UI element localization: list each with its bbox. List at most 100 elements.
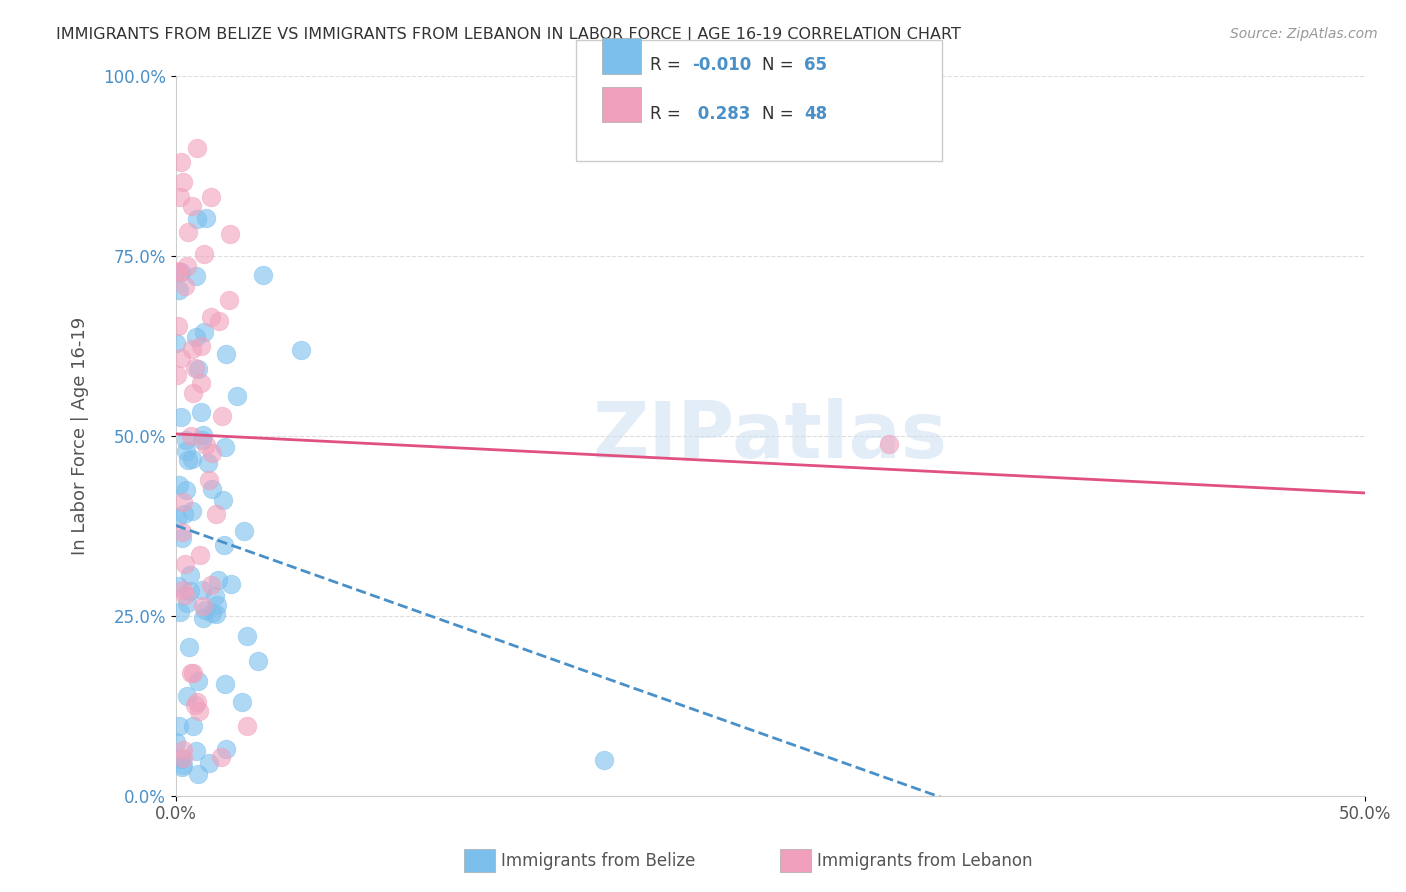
Point <box>167 264 190 278</box>
Point <box>169 190 191 204</box>
Point <box>174 483 197 497</box>
Point <box>205 607 228 621</box>
Point <box>215 741 238 756</box>
Point <box>173 588 195 602</box>
Point <box>194 211 217 225</box>
Point <box>166 264 188 278</box>
Point <box>193 326 215 340</box>
Point <box>205 507 228 521</box>
Point <box>214 440 236 454</box>
Text: Immigrants from Lebanon: Immigrants from Lebanon <box>817 852 1032 870</box>
Point <box>215 347 238 361</box>
Point <box>187 674 209 689</box>
Point <box>214 677 236 691</box>
Point <box>172 582 194 597</box>
Point <box>190 405 212 419</box>
Point <box>179 640 201 655</box>
Point <box>166 368 188 382</box>
Point <box>190 339 212 353</box>
Point <box>170 351 193 365</box>
Point <box>193 611 215 625</box>
Point <box>207 573 229 587</box>
Point <box>193 247 215 261</box>
Point <box>186 744 208 758</box>
Point <box>174 557 197 571</box>
Point <box>236 719 259 733</box>
Point <box>167 718 190 732</box>
Point <box>201 606 224 620</box>
Text: ZIPatlas: ZIPatlas <box>593 398 948 474</box>
Point <box>193 603 215 617</box>
Point <box>197 456 219 470</box>
Point <box>181 504 204 518</box>
Point <box>181 665 204 680</box>
Point <box>186 695 208 709</box>
Point <box>208 313 231 327</box>
Point <box>180 665 202 680</box>
Point <box>167 580 190 594</box>
Text: 48: 48 <box>804 105 827 123</box>
Point <box>221 577 243 591</box>
Text: Immigrants from Belize: Immigrants from Belize <box>501 852 695 870</box>
Text: R =: R = <box>650 105 686 123</box>
Point <box>174 433 197 447</box>
Text: IMMIGRANTS FROM BELIZE VS IMMIGRANTS FROM LEBANON IN LABOR FORCE | AGE 16-19 COR: IMMIGRANTS FROM BELIZE VS IMMIGRANTS FRO… <box>56 27 962 43</box>
Point <box>174 444 197 458</box>
Point <box>201 446 224 460</box>
Point <box>181 386 204 401</box>
Point <box>169 155 191 169</box>
Text: 0.283: 0.283 <box>692 105 751 123</box>
Point <box>187 766 209 780</box>
Point <box>165 336 187 351</box>
Point <box>195 438 218 452</box>
Point <box>877 436 900 450</box>
Text: Source: ZipAtlas.com: Source: ZipAtlas.com <box>1230 27 1378 41</box>
Point <box>186 140 208 154</box>
Point <box>219 227 242 241</box>
Point <box>233 524 256 539</box>
Point <box>184 330 207 344</box>
Point <box>188 704 211 718</box>
Point <box>200 310 222 325</box>
Point <box>172 175 194 189</box>
Point <box>593 753 616 767</box>
Point <box>211 492 233 507</box>
Point <box>181 719 204 733</box>
Point <box>186 269 208 284</box>
Point <box>184 698 207 712</box>
Point <box>236 629 259 643</box>
Point <box>176 689 198 703</box>
Point <box>170 410 193 425</box>
Point <box>167 478 190 492</box>
Point <box>177 225 200 239</box>
Point <box>200 578 222 592</box>
Point <box>205 598 228 612</box>
Point <box>290 343 312 357</box>
Point <box>172 531 194 545</box>
Point <box>211 409 233 424</box>
Point <box>179 584 201 599</box>
Point <box>170 752 193 766</box>
Point <box>212 538 235 552</box>
Point <box>191 583 214 598</box>
Point <box>169 265 191 279</box>
Point <box>187 362 209 376</box>
Point <box>247 654 270 668</box>
Point <box>186 211 208 226</box>
Point <box>188 549 211 563</box>
Point <box>181 343 204 357</box>
Point <box>209 750 232 764</box>
Y-axis label: In Labor Force | Age 16-19: In Labor Force | Age 16-19 <box>72 317 89 555</box>
Point <box>198 473 221 487</box>
Point <box>179 568 201 582</box>
Text: 65: 65 <box>804 56 827 74</box>
Point <box>172 525 194 540</box>
Text: N =: N = <box>762 56 799 74</box>
Point <box>200 190 222 204</box>
Point <box>198 756 221 771</box>
Text: -0.010: -0.010 <box>692 56 751 74</box>
Point <box>184 360 207 375</box>
Point <box>177 453 200 467</box>
Text: N =: N = <box>762 105 799 123</box>
Point <box>181 451 204 466</box>
